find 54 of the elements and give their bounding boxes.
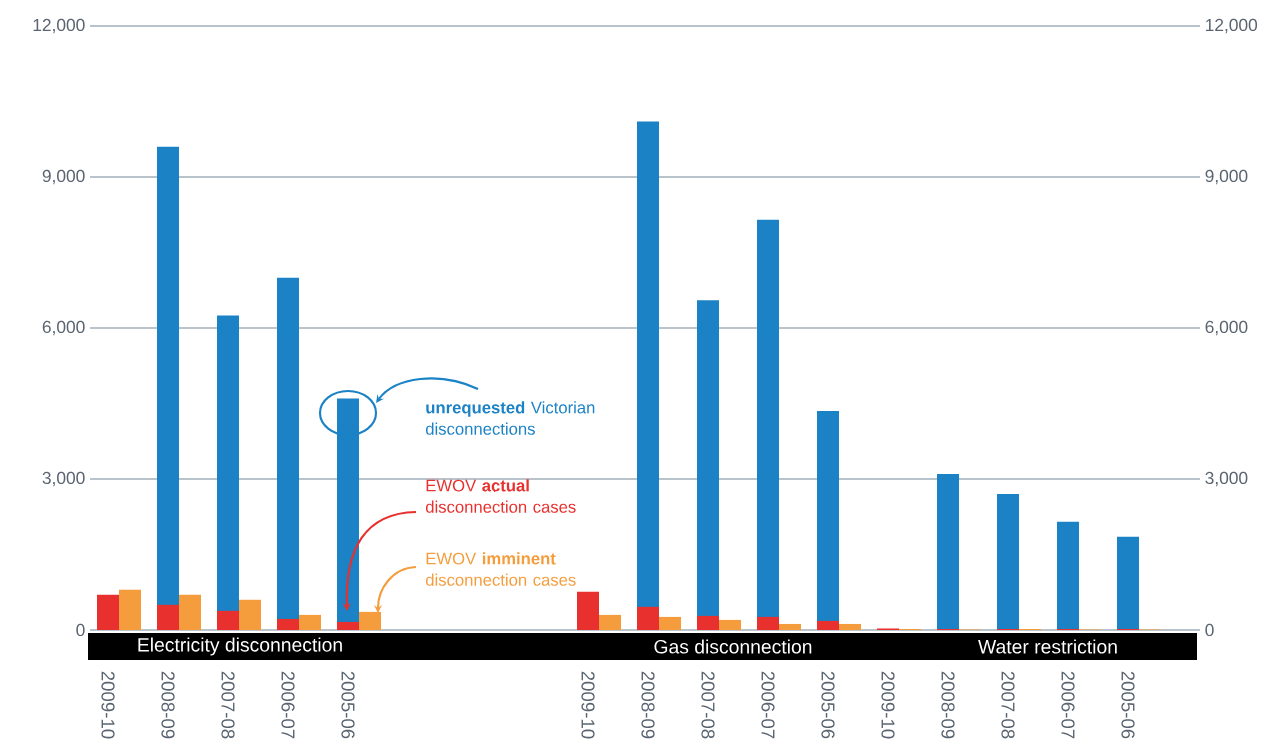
y-tick-label: 0 bbox=[76, 623, 85, 637]
text: EWOV imminent disconnection cases bbox=[425, 552, 576, 586]
x-tick-label: 2009-10 bbox=[881, 671, 895, 739]
bar bbox=[659, 616, 681, 630]
bar bbox=[337, 621, 360, 630]
bar bbox=[937, 473, 959, 630]
bar bbox=[757, 616, 779, 630]
bar bbox=[277, 618, 300, 630]
y-tick-label: 9,000 bbox=[42, 169, 85, 185]
text: unrequested Victorian disconnections bbox=[425, 401, 595, 435]
bar bbox=[157, 604, 180, 630]
bar bbox=[577, 591, 600, 630]
y2-tick-label: 9,000 bbox=[1205, 169, 1248, 185]
x-tick-label: 2005-06 bbox=[341, 671, 355, 739]
bar bbox=[817, 620, 839, 630]
y2-tick-label: 6,000 bbox=[1205, 320, 1248, 336]
bar bbox=[217, 610, 240, 630]
y2-tick-label: 3,000 bbox=[1205, 471, 1248, 487]
x-tick-label: 2005-06 bbox=[1121, 671, 1135, 739]
bar bbox=[1117, 536, 1139, 630]
y-tick-label: 12,000 bbox=[33, 18, 85, 34]
text: Electricity disconnection bbox=[138, 637, 342, 656]
bar bbox=[997, 494, 1019, 630]
text: Gas disconnection bbox=[654, 639, 812, 654]
bar bbox=[97, 594, 120, 630]
y2-tick-label: 0 bbox=[1205, 623, 1214, 637]
bar bbox=[719, 619, 741, 630]
bar bbox=[599, 614, 622, 630]
bar bbox=[1057, 521, 1079, 630]
y2-tick-label: 12,000 bbox=[1206, 18, 1258, 34]
x-tick-label: 2008-09 bbox=[161, 671, 175, 739]
y-tick-label: 3,000 bbox=[42, 471, 85, 487]
x-tick-label: 2006-07 bbox=[281, 671, 295, 739]
y-tick-label: 6,000 bbox=[42, 320, 85, 336]
x-tick-label: 2008-09 bbox=[941, 671, 955, 739]
text: Water restriction bbox=[978, 639, 1117, 654]
x-tick-label: 2006-07 bbox=[1061, 671, 1075, 739]
x-tick-label: 2005-06 bbox=[821, 671, 835, 739]
bar bbox=[239, 599, 262, 630]
x-tick-label: 2007-08 bbox=[221, 671, 235, 739]
x-tick-label: 2007-08 bbox=[701, 671, 715, 739]
x-tick-label: 2007-08 bbox=[1001, 671, 1015, 739]
text: EWOV actual disconnection cases bbox=[425, 479, 576, 513]
x-tick-label: 2009-10 bbox=[101, 671, 115, 739]
bar bbox=[637, 606, 660, 630]
bar bbox=[299, 614, 321, 630]
bar bbox=[697, 615, 720, 630]
x-tick-label: 2006-07 bbox=[761, 671, 775, 739]
x-tick-label: 2008-09 bbox=[641, 671, 655, 739]
bar bbox=[779, 623, 801, 630]
x-tick-label: 2009-10 bbox=[581, 671, 595, 739]
bar bbox=[179, 594, 202, 630]
bar bbox=[839, 623, 861, 630]
bar bbox=[119, 589, 142, 630]
